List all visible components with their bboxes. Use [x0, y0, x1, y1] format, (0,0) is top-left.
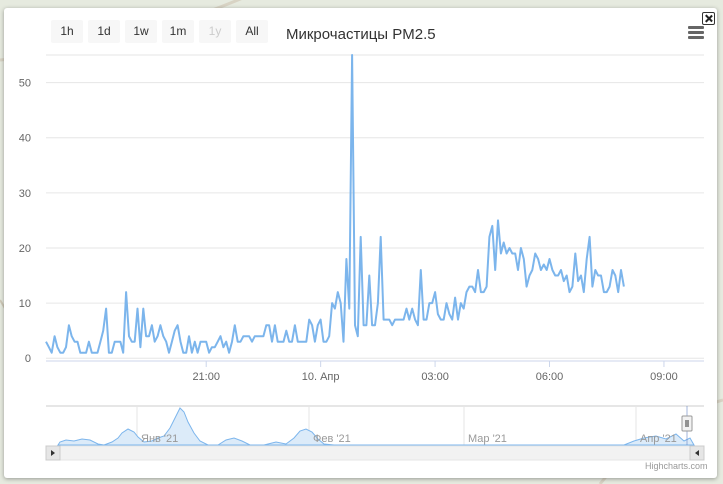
navigator-handle[interactable] [681, 415, 693, 432]
navigator-series [57, 407, 695, 446]
y-tick-label: 20 [19, 243, 31, 255]
chevron-right-icon [695, 450, 699, 456]
y-tick-label: 0 [25, 353, 31, 365]
range-button-all[interactable]: All [236, 20, 268, 43]
chevron-left-icon [51, 450, 55, 456]
series-line-pm25 [45, 54, 625, 354]
chart-popup: 1h 1d 1w 1m 1y All Микрочастицы PM2.5 0 10 20 30… [4, 8, 717, 478]
credits-link[interactable]: Highcharts.com [645, 461, 708, 471]
y-tick-label: 30 [19, 188, 31, 200]
navigator-x-label: Мар '21 [468, 433, 507, 445]
y-tick-label: 50 [19, 78, 31, 90]
navigator-area [46, 406, 704, 445]
chart-title: Микрочастицы PM2.5 [286, 26, 436, 43]
y-tick-label: 10 [19, 298, 31, 310]
x-tick-label: 09:00 [650, 371, 678, 383]
range-button-1h[interactable]: 1h [51, 20, 83, 43]
y-tick-label: 40 [19, 133, 31, 145]
x-tick-label: 21:00 [192, 371, 220, 383]
x-tick-label: 03:00 [421, 371, 449, 383]
navigator-x-label: Апр '21 [640, 433, 677, 445]
hamburger-menu-icon[interactable] [687, 25, 705, 41]
range-button-1m[interactable]: 1m [162, 20, 194, 43]
scrollbar-track[interactable] [45, 445, 705, 461]
x-tick-label: 06:00 [536, 371, 564, 383]
close-icon[interactable] [702, 12, 715, 25]
navigator-x-label: Фев '21 [313, 433, 351, 445]
range-button-1w[interactable]: 1w [125, 20, 157, 43]
x-tick-label: 10. Апр [302, 371, 340, 383]
range-button-1d[interactable]: 1d [88, 20, 120, 43]
chart: 0 10 20 30 40 50 21:00 10. Апр 03:00 06:00 09:00 Ян… [19, 54, 705, 461]
navigator-x-label: Янв '21 [141, 433, 178, 445]
range-button-1y: 1y [199, 20, 231, 43]
